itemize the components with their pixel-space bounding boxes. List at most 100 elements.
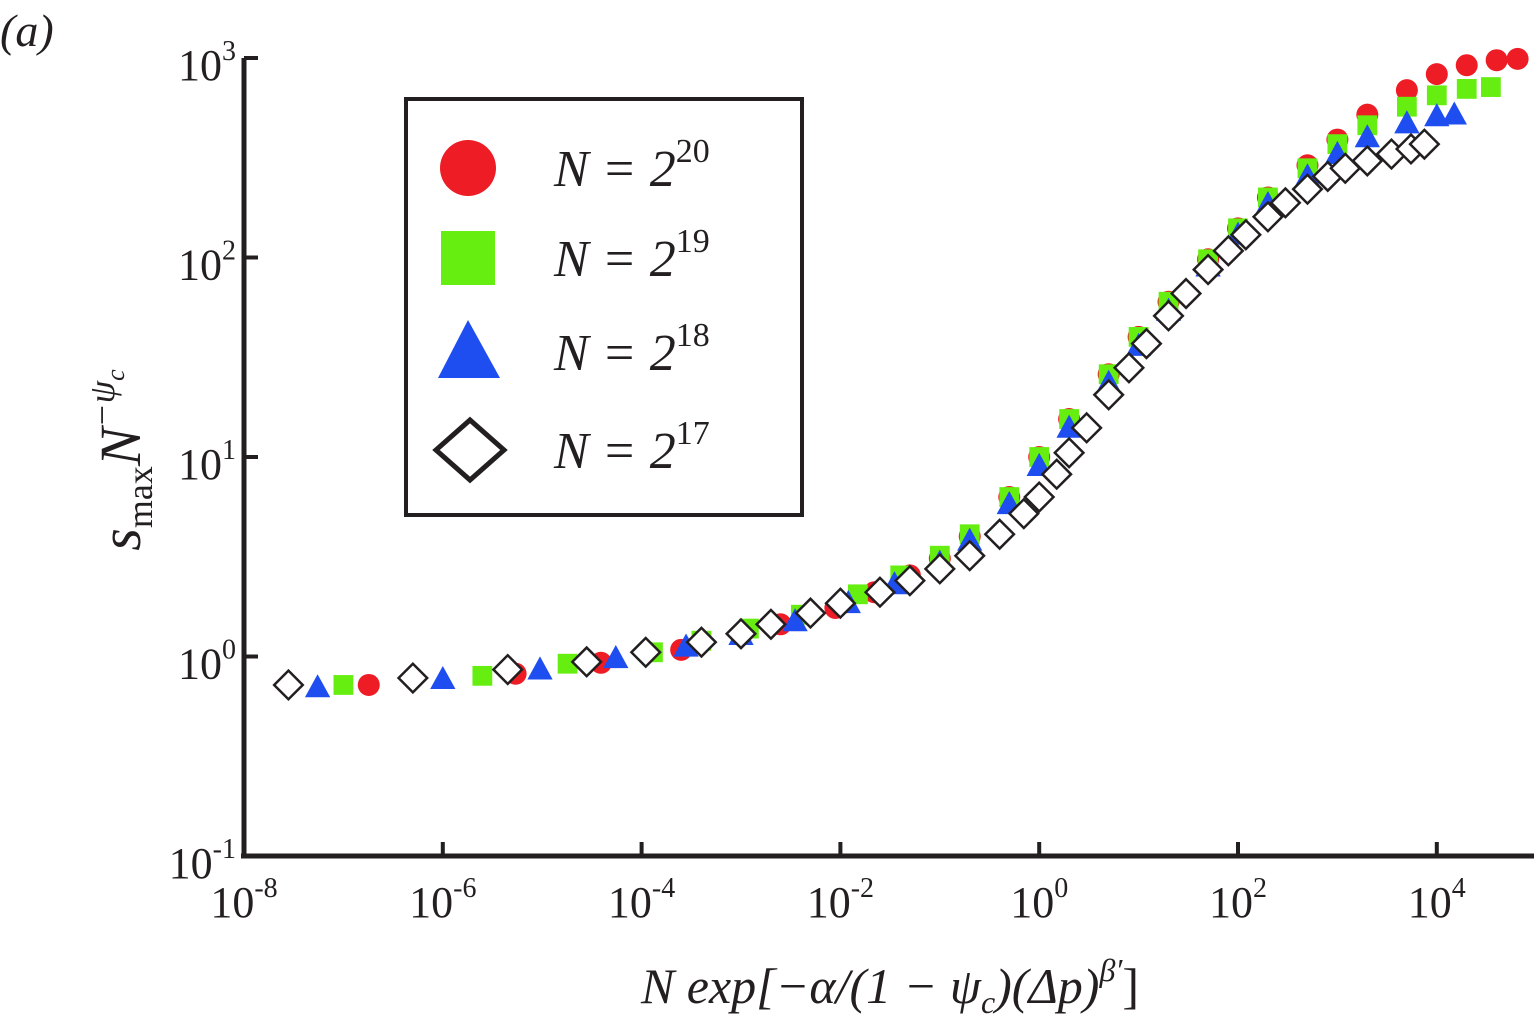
data-point-diamond [1040,458,1073,491]
data-point-square [333,675,354,695]
x-tick-label: 10-6 [409,873,476,927]
data-point-circle [1425,63,1448,86]
data-point-diamond [1023,480,1056,514]
data-point-triangle [430,665,456,690]
data-point-triangle [527,656,553,680]
data-point-diamond [1070,411,1103,444]
data-point-circle [1455,54,1478,77]
x-axis-label: N exp[−α/(1 − ψc)(Δp)β′] [640,952,1139,1020]
data-point-triangle [304,674,331,698]
data-point-diamond [893,564,926,597]
y-axis-label-main: s [88,528,153,551]
data-point-diamond [685,626,718,659]
data-point-triangle [603,645,629,669]
data-point-triangle [782,608,808,632]
data-point-square [557,653,578,674]
x-tick-label: 104 [1408,873,1466,927]
data-point-circle [357,673,380,696]
data-point-circle [1395,79,1418,102]
data-point-diamond [824,587,857,620]
data-point-circle [1506,47,1529,70]
axes: 10-8 10-6 10-4 10-2 100 102 104 10-11001011021… [169,36,1534,927]
x-axis-label-sub: c [981,984,995,1020]
data-point-diamond [570,645,603,678]
legend-marker-circle [440,140,496,196]
data-point-diamond [1192,253,1225,286]
data-point-diamond [1291,173,1324,206]
y-axis-label-supsub: c [101,369,130,381]
y-tick-label: 101 [178,435,236,489]
data-point-diamond [923,552,956,585]
data-point-diamond [794,597,827,630]
y-axis-label-sup: −ψ [82,380,122,427]
x-axis-label-mid: )(Δp) [992,958,1099,1014]
data-point-diamond [491,653,524,686]
x-ticks: 10-8 10-6 10-4 10-2 100 102 104 [210,842,1466,927]
legend: N = 220 N = 219 N = 218 N = 217 [404,97,804,517]
data-point-diamond [724,617,758,650]
data-point-diamond [1229,218,1262,251]
data-point-diamond [1408,128,1441,161]
data-point-diamond [863,576,897,609]
legend-marker-diamond [432,416,508,484]
legend-item: N = 220 [440,133,710,198]
data-point-diamond [1007,497,1040,530]
legend-item: N = 218 [438,317,710,382]
data-points [272,47,1529,702]
data-point-square [1396,96,1417,117]
data-point-diamond [1212,234,1245,267]
data-point-square [1456,79,1477,99]
legend-marker-triangle [438,320,500,378]
x-tick-label: 10-4 [608,873,675,927]
y-axis-label-sub: max [120,466,160,528]
panel-label: (a) [0,5,54,56]
data-point-diamond [1092,378,1125,411]
legend-item: N = 217 [432,415,710,484]
data-point-diamond [1112,351,1146,384]
data-point-diamond [1169,277,1203,310]
y-tick-label: 10-1 [169,834,236,888]
x-tick-label: 100 [1010,873,1068,927]
x-axis-label-sup: β′ [1098,952,1123,988]
legend-label: N = 217 [553,415,710,480]
legend-label: N = 219 [553,223,710,288]
y-tick-label: 103 [178,36,236,90]
data-point-square [1480,77,1501,97]
y-axis-label-mid: N [88,424,153,467]
data-point-triangle [1424,103,1450,127]
data-point-triangle [957,527,983,551]
x-tick-label: 10-8 [210,873,277,927]
data-point-diamond [1053,436,1086,469]
data-point-triangle [1394,110,1420,134]
legend-item: N = 219 [441,223,710,288]
x-axis-label-end: ] [1122,958,1139,1014]
series-diamond [272,128,1441,702]
data-point-triangle [1441,101,1467,125]
data-point-diamond [1130,327,1163,360]
data-point-diamond [1351,144,1384,177]
legend-label: N = 220 [553,133,710,198]
x-tick-label: 10-2 [807,873,874,927]
y-ticks: 10-1 100 101 102 103 [169,36,258,888]
data-point-triangle [1354,124,1380,148]
y-tick-label: 100 [178,635,236,689]
data-point-triangle [673,633,699,657]
data-point-diamond [272,668,305,702]
data-point-circle [1485,49,1508,72]
legend-label: N = 218 [553,317,710,382]
data-point-diamond [629,636,662,669]
data-point-diamond [983,518,1016,551]
data-point-diamond [1269,186,1302,219]
y-tick-label: 102 [178,236,236,290]
data-point-diamond [1152,299,1185,332]
data-point-diamond [1251,200,1284,233]
legend-marker-square [441,231,495,285]
data-point-square [1426,85,1447,106]
data-point-diamond [953,539,986,572]
y-axis-label: smaxN−ψc [82,369,160,551]
data-point-diamond [396,661,429,695]
data-point-diamond [754,608,787,641]
x-tick-label: 102 [1209,873,1267,927]
data-point-square [472,665,493,686]
